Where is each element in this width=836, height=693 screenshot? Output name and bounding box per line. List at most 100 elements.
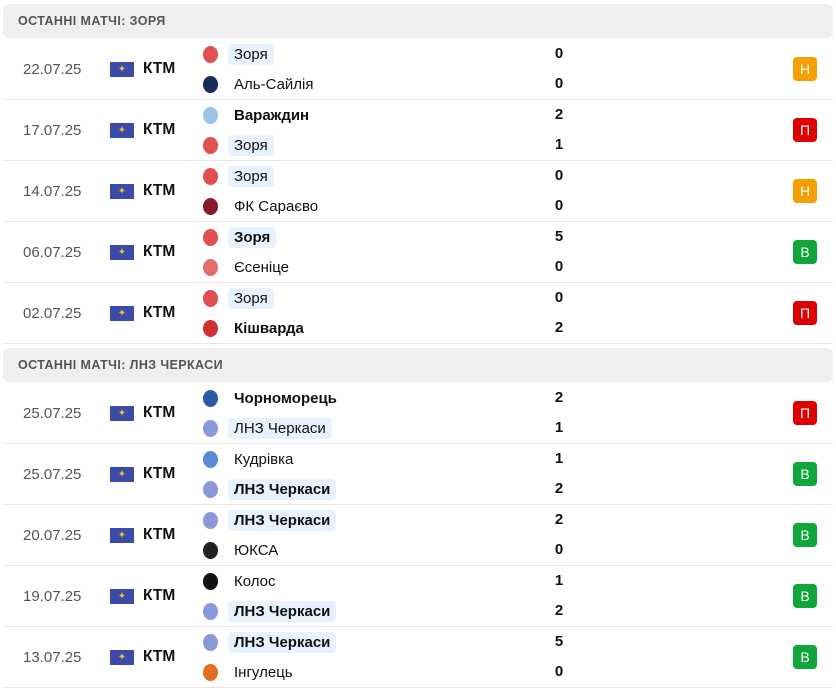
team-name: Зоря (228, 165, 274, 187)
match-date: 25.07.25 (23, 405, 82, 422)
match-date: 20.07.25 (23, 527, 82, 544)
match-row[interactable]: 13.07.25 ✦ КТМ ЛНЗ Черкаси Інгулець 5 0 … (3, 627, 833, 688)
team-logo-icon (203, 633, 218, 651)
home-score: 2 (554, 106, 564, 123)
away-team[interactable]: Кішварда (203, 317, 310, 339)
match-row[interactable]: 19.07.25 ✦ КТМ Колос ЛНЗ Черкаси 1 2 В (3, 566, 833, 627)
home-score: 5 (554, 633, 564, 650)
away-team[interactable]: Інгулець (203, 661, 299, 683)
match-row[interactable]: 02.07.25 ✦ КТМ Зоря Кішварда 0 2 П (3, 283, 833, 344)
match-date: 25.07.25 (23, 466, 82, 483)
team-logo-icon (203, 136, 218, 154)
team-logo-icon (203, 480, 218, 498)
world-flag-icon: ✦ (110, 589, 134, 604)
match-row[interactable]: 20.07.25 ✦ КТМ ЛНЗ Черкаси ЮКСА 2 0 В (3, 505, 833, 566)
home-score: 0 (554, 45, 564, 62)
team-logo-icon (203, 167, 218, 185)
team-logo-icon (203, 572, 218, 590)
home-team[interactable]: Колос (203, 570, 282, 592)
home-team[interactable]: Зоря (203, 43, 274, 65)
team-logo-icon (203, 106, 218, 124)
home-team[interactable]: Зоря (203, 287, 274, 309)
home-score: 1 (554, 572, 564, 589)
section-header: ОСТАННІ МАТЧІ: ЗОРЯ (3, 4, 833, 38)
away-score: 0 (554, 75, 564, 92)
match-row[interactable]: 14.07.25 ✦ КТМ Зоря ФК Сараєво 0 0 Н (3, 161, 833, 222)
competition: КТМ (143, 121, 176, 138)
away-score: 1 (554, 136, 564, 153)
result-badge: В (793, 584, 817, 608)
world-flag-icon: ✦ (110, 528, 134, 543)
world-flag-icon: ✦ (110, 467, 134, 482)
match-row[interactable]: 06.07.25 ✦ КТМ Зоря Єсеніце 5 0 В (3, 222, 833, 283)
home-score: 2 (554, 511, 564, 528)
team-logo-icon (203, 197, 218, 215)
home-score: 0 (554, 167, 564, 184)
away-score: 0 (554, 258, 564, 275)
team-name: Зоря (228, 226, 277, 248)
away-team[interactable]: ЛНЗ Черкаси (203, 478, 337, 500)
away-score: 2 (554, 319, 564, 336)
away-team[interactable]: Єсеніце (203, 256, 295, 278)
world-flag-icon: ✦ (110, 406, 134, 421)
competition: КТМ (143, 404, 176, 421)
team-name: Зоря (228, 134, 274, 156)
home-team[interactable]: Кудрівка (203, 448, 299, 470)
team-name: ЛНЗ Черкаси (228, 600, 337, 622)
world-flag-icon: ✦ (110, 650, 134, 665)
home-team[interactable]: ЛНЗ Черкаси (203, 631, 337, 653)
away-team[interactable]: ЛНЗ Черкаси (203, 417, 332, 439)
team-logo-icon (203, 663, 218, 681)
result-badge: В (793, 240, 817, 264)
match-row[interactable]: 25.07.25 ✦ КТМ Чорноморець ЛНЗ Черкаси 2… (3, 383, 833, 444)
result-badge: П (793, 401, 817, 425)
team-logo-icon (203, 602, 218, 620)
team-name: Кішварда (234, 319, 304, 337)
away-score: 2 (554, 480, 564, 497)
away-team[interactable]: Зоря (203, 134, 274, 156)
team-name: ЮКСА (234, 541, 279, 559)
match-date: 13.07.25 (23, 649, 82, 666)
home-score: 2 (554, 389, 564, 406)
team-logo-icon (203, 450, 218, 468)
home-team[interactable]: Чорноморець (203, 387, 343, 409)
away-team[interactable]: ФК Сараєво (203, 195, 324, 217)
competition: КТМ (143, 465, 176, 482)
home-team[interactable]: Зоря (203, 165, 274, 187)
match-row[interactable]: 22.07.25 ✦ КТМ Зоря Аль-Сайлія 0 0 Н (3, 39, 833, 100)
team-name: Зоря (228, 287, 274, 309)
competition: КТМ (143, 182, 176, 199)
team-logo-icon (203, 228, 218, 246)
team-name: Вараждин (234, 106, 310, 124)
home-team[interactable]: ЛНЗ Черкаси (203, 509, 337, 531)
team-name: Інгулець (234, 663, 293, 681)
home-team[interactable]: Вараждин (203, 104, 315, 126)
home-score: 1 (554, 450, 564, 467)
team-logo-icon (203, 289, 218, 307)
team-name: Зоря (228, 43, 274, 65)
result-badge: В (793, 523, 817, 547)
team-logo-icon (203, 419, 218, 437)
home-score: 0 (554, 289, 564, 306)
away-team[interactable]: Аль-Сайлія (203, 73, 320, 95)
match-row[interactable]: 17.07.25 ✦ КТМ Вараждин Зоря 2 1 П (3, 100, 833, 161)
result-badge: В (793, 645, 817, 669)
team-logo-icon (203, 258, 218, 276)
result-badge: П (793, 118, 817, 142)
team-name: ЛНЗ Черкаси (228, 478, 337, 500)
away-score: 0 (554, 197, 564, 214)
team-name: Єсеніце (234, 258, 290, 276)
result-badge: Н (793, 57, 817, 81)
home-team[interactable]: Зоря (203, 226, 277, 248)
away-score: 2 (554, 602, 564, 619)
away-score: 0 (554, 541, 564, 558)
away-team[interactable]: ЛНЗ Черкаси (203, 600, 337, 622)
away-team[interactable]: ЮКСА (203, 539, 284, 561)
away-score: 0 (554, 663, 564, 680)
match-date: 19.07.25 (23, 588, 82, 605)
world-flag-icon: ✦ (110, 184, 134, 199)
team-logo-icon (203, 319, 218, 337)
recent-matches: ОСТАННІ МАТЧІ: ЗОРЯ 22.07.25 ✦ КТМ Зоря … (0, 4, 836, 688)
match-row[interactable]: 25.07.25 ✦ КТМ Кудрівка ЛНЗ Черкаси 1 2 … (3, 444, 833, 505)
world-flag-icon: ✦ (110, 306, 134, 321)
